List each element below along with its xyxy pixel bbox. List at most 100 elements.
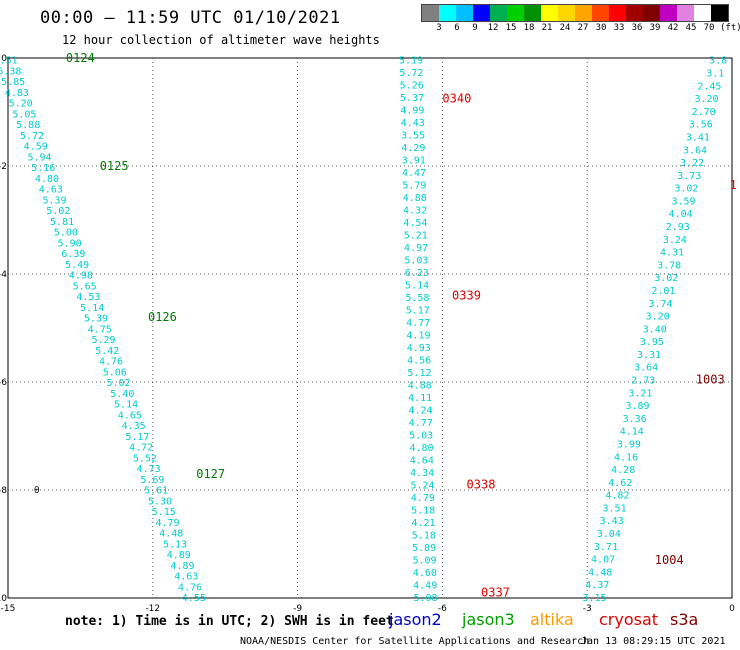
wave-height-label: 4.63 (39, 185, 63, 196)
wave-height-label: 5.13 (163, 539, 187, 550)
color-scale-label: 12 (487, 23, 499, 33)
wave-height-label: 4.98 (69, 271, 93, 282)
wave-height-label: 4.97 (404, 243, 428, 254)
wave-height-label: 5.90 (58, 238, 82, 249)
pass-time-label: 0338 (467, 478, 496, 492)
wave-height-label: 4.82 (605, 491, 629, 502)
color-scale-bar (421, 4, 729, 22)
wave-height-label: 4.65 (118, 410, 142, 421)
wave-height-label: 5.26 (400, 81, 424, 92)
wave-height-label: 5.17 (125, 432, 149, 443)
wave-height-label: 3.20 (646, 312, 670, 323)
position-marker: θ (34, 486, 40, 496)
wave-height-label: 4.54 (403, 218, 427, 229)
wave-height-label: 4.89 (171, 561, 195, 572)
wave-height-label: 3.21 (628, 388, 652, 399)
color-scale-unit: (ft) (720, 23, 740, 33)
wave-height-label: 5.14 (405, 281, 429, 292)
wave-height-label: 3.04 (597, 529, 621, 540)
wave-height-label: 4.88 (408, 381, 432, 392)
x-tick-label: -15 (1, 604, 16, 614)
wave-height-label: 5.16 (31, 163, 55, 174)
plot-frame (7, 57, 733, 599)
wave-height-label: 4.73 (137, 464, 161, 475)
color-swatch (490, 5, 507, 21)
color-swatch (507, 5, 524, 21)
wave-height-label: 3.02 (654, 273, 678, 284)
wave-height-label: 3.99 (617, 439, 641, 450)
wave-height-label: 4.77 (409, 418, 433, 429)
y-tick-label: -6 (0, 378, 7, 388)
legend-entry-s3a: s3a (670, 610, 699, 629)
wave-height-label: 5.89 (412, 543, 436, 554)
wave-height-label: 4.24 (408, 406, 432, 417)
legend-entry-jason3: jason3 (462, 610, 515, 629)
color-swatch (609, 5, 626, 21)
wave-height-label: 4.43 (401, 118, 425, 129)
wave-height-label: 5.51 (0, 56, 18, 67)
wave-height-label: 2.70 (692, 107, 716, 118)
wave-height-label: 5.69 (140, 475, 164, 486)
wave-height-label: 5.08 (413, 593, 437, 604)
pass-time-label: 1004 (655, 553, 684, 567)
wave-height-label: 4.79 (155, 518, 179, 529)
pass-time-label: 0124 (66, 51, 95, 65)
chart-subtitle: 12 hour collection of altimeter wave hei… (62, 33, 380, 47)
wave-height-label: 5.02 (46, 206, 70, 217)
wave-height-label: 5.30 (148, 496, 172, 507)
color-scale-label: 3 (436, 23, 442, 33)
wave-height-label: 5.19 (399, 56, 423, 67)
wave-height-label: 5.24 (410, 481, 434, 492)
wave-height-label: 4.56 (407, 356, 431, 367)
wave-height-label: 5.14 (114, 400, 138, 411)
wave-height-label: 5.72 (399, 68, 423, 79)
wave-height-label: 2.45 (697, 81, 721, 92)
wave-height-label: 3.55 (401, 131, 425, 142)
wave-height-label: 5.49 (65, 260, 89, 271)
credit-text: NOAA/NESDIS Center for Satellite Applica… (240, 636, 590, 647)
pass-time-label: 0126 (148, 310, 177, 324)
color-swatch (660, 5, 677, 21)
wave-height-label: 3.36 (623, 414, 647, 425)
chart-title: 00:00 – 11:59 UTC 01/10/2021 (40, 8, 341, 28)
wave-height-label: 3.40 (643, 324, 667, 335)
wave-height-label: 5.88 (16, 120, 40, 131)
wave-height-label: 2.73 (631, 376, 655, 387)
wave-height-label: 4.21 (411, 518, 435, 529)
wave-height-label: 4.16 (614, 452, 638, 463)
wave-height-label: 3.31 (637, 350, 661, 361)
wave-height-label: 4.32 (403, 206, 427, 217)
y-tick-label: -4 (0, 270, 7, 280)
wave-height-label: 5.18 (411, 506, 435, 517)
wave-height-label: 4.99 (400, 106, 424, 117)
y-tick-label: -8 (0, 486, 7, 496)
color-swatch (643, 5, 660, 21)
wave-height-label: 3.74 (648, 299, 672, 310)
wave-height-label: 5.81 (50, 217, 74, 228)
wave-height-label: 3.15 (582, 593, 606, 604)
wave-height-label: 4.77 (406, 318, 430, 329)
legend-entry-jason2: jason2 (389, 610, 442, 629)
pass-time-label: 1003 (696, 372, 725, 386)
wave-height-label: 5.37 (400, 93, 424, 104)
wave-height-label: 4.76 (99, 357, 123, 368)
y-tick-label: -2 (0, 162, 7, 172)
wave-height-label: 4.63 (174, 572, 198, 583)
wave-height-label: 4.29 (401, 143, 425, 154)
wave-height-label: 5.12 (407, 368, 431, 379)
pass-time-label: 0127 (196, 467, 225, 481)
wave-height-label: 4.64 (410, 456, 434, 467)
wave-height-label: 4.07 (591, 555, 615, 566)
wave-height-label: 5.17 (406, 306, 430, 317)
wave-height-label: 3.41 (686, 132, 710, 143)
wave-height-label: 5.42 (95, 346, 119, 357)
x-tick-label: -12 (145, 604, 160, 614)
color-scale-label: 21 (541, 23, 553, 33)
color-swatch (422, 5, 439, 21)
color-scale-label: 33 (613, 23, 625, 33)
color-scale-label: 6 (454, 23, 460, 33)
wave-height-label: 5.39 (84, 314, 108, 325)
color-swatch (524, 5, 541, 21)
color-scale-label: 27 (577, 23, 589, 33)
color-scale-label: 30 (595, 23, 607, 33)
